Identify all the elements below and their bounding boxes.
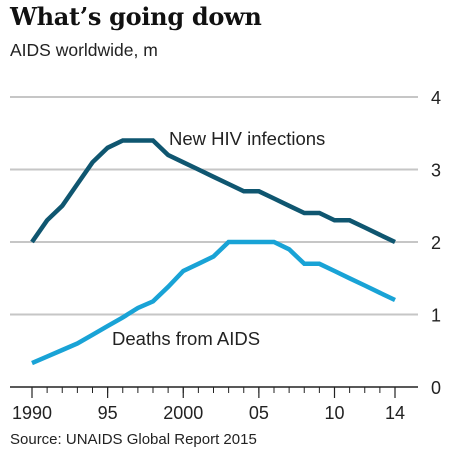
series-line-new-hiv-infections bbox=[30, 138, 396, 245]
x-tick-label: 10 bbox=[324, 403, 344, 423]
series-label-new-hiv-infections: New HIV infections bbox=[169, 128, 325, 149]
x-tick-label: 2000 bbox=[163, 403, 203, 423]
series-label-deaths-from-aids: Deaths from AIDS bbox=[112, 328, 260, 349]
x-tick-label: 95 bbox=[98, 403, 118, 423]
chart-source: Source: UNAIDS Global Report 2015 bbox=[10, 431, 257, 448]
chart-title: What’s going down bbox=[10, 2, 262, 31]
x-tick-label: 14 bbox=[385, 403, 405, 423]
y-tick-label: 1 bbox=[431, 306, 441, 326]
x-tick-label: 1990 bbox=[12, 403, 52, 423]
y-tick-label: 3 bbox=[431, 161, 441, 181]
x-tick-label: 05 bbox=[249, 403, 269, 423]
y-tick-label: 2 bbox=[431, 233, 441, 253]
y-tick-label: 4 bbox=[431, 88, 441, 108]
series-line-deaths-from-aids bbox=[31, 239, 396, 366]
y-tick-label: 0 bbox=[431, 378, 441, 398]
chart-subtitle: AIDS worldwide, m bbox=[10, 40, 158, 60]
